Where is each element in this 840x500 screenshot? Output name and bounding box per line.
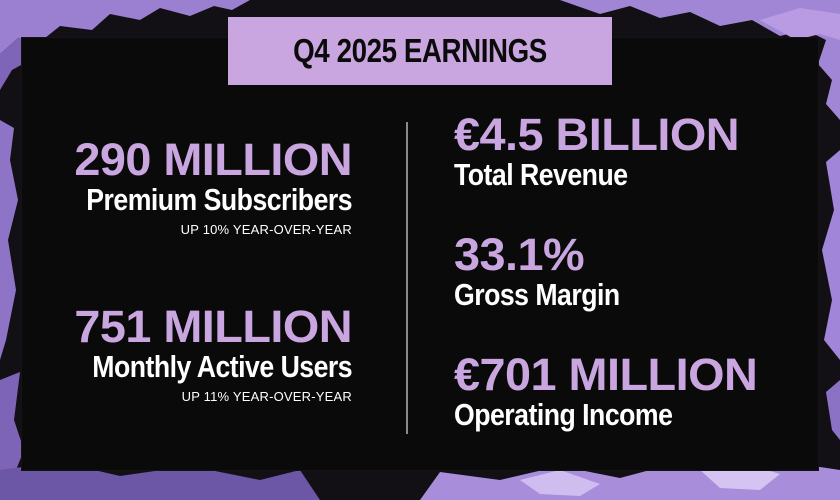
stat-value: €4.5 BILLION — [454, 112, 739, 158]
stat-premium-subscribers: 290 MILLION Premium Subscribers UP 10% Y… — [43, 137, 352, 239]
stat-value: 290 MILLION — [74, 137, 352, 183]
stat-monthly-active-users: 751 MILLION Monthly Active Users UP 11% … — [50, 304, 352, 406]
stat-change: UP 10% YEAR-OVER-YEAR — [43, 221, 352, 239]
stat-label: Gross Margin — [454, 278, 620, 312]
stat-operating-income: €701 MILLION Operating Income — [454, 352, 746, 432]
stat-label: Premium Subscribers — [86, 183, 352, 217]
stat-value: 751 MILLION — [74, 304, 352, 350]
stat-label: Total Revenue — [454, 158, 628, 192]
stat-label: Monthly Active Users — [92, 350, 352, 384]
stat-total-revenue: €4.5 BILLION Total Revenue — [454, 112, 728, 192]
stat-label: Operating Income — [454, 398, 672, 432]
stat-gross-margin: 33.1% Gross Margin — [454, 232, 647, 312]
stat-change: UP 11% YEAR-OVER-YEAR — [50, 388, 352, 406]
stat-value: €701 MILLION — [454, 352, 757, 398]
stat-value: 33.1% — [454, 232, 584, 278]
column-divider — [406, 122, 408, 434]
page-title: Q4 2025 EARNINGS — [293, 32, 547, 70]
title-banner: Q4 2025 EARNINGS — [228, 17, 612, 85]
